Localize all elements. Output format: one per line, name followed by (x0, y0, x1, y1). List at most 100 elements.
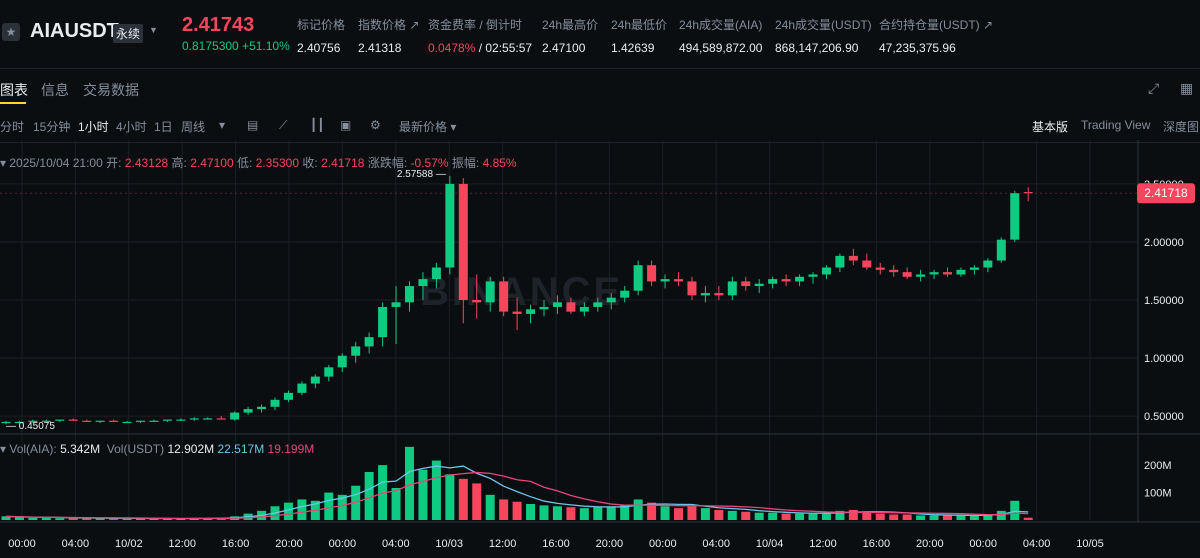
time-axis-tick: 16:00 (542, 538, 570, 550)
volume-bar (943, 515, 952, 520)
time-axis-tick: 04:00 (1023, 538, 1051, 550)
candle-body (189, 418, 199, 420)
ohlc-amplitude: 4.85% (482, 156, 517, 170)
candle-body (257, 406, 267, 410)
grid-layout-icon[interactable]: ▦ (1180, 80, 1194, 96)
candle-body (136, 420, 145, 422)
volume-bar (109, 518, 119, 520)
interval-1h[interactable]: 1小时 (78, 120, 109, 134)
price-change: 0.8175300 +51.10% (182, 39, 290, 53)
time-axis-tick: 12:00 (489, 538, 517, 550)
candle-body (82, 420, 92, 422)
candle-body (983, 260, 993, 268)
vol-ma1-value: 22.517M (217, 442, 265, 456)
candle-body (203, 418, 213, 420)
candle-body (216, 418, 226, 420)
candle-body (700, 293, 710, 296)
volume-bar (647, 502, 657, 520)
volume-bar (902, 514, 912, 520)
volume-bar (552, 506, 562, 520)
ohlc-change: -0.57% (410, 156, 449, 170)
stat-index-price[interactable]: 指数价格 ↗ 2.41318 (358, 18, 420, 55)
ohlc-open: 2.43128 (124, 156, 169, 170)
candle-body (956, 269, 966, 275)
chevron-down-icon[interactable]: ▾ (0, 156, 10, 170)
candle-body (929, 272, 939, 275)
candle-body (458, 183, 468, 300)
favorite-star-icon[interactable]: ★ (2, 23, 20, 41)
time-axis-tick: 20:00 (916, 538, 944, 550)
candle-body (781, 279, 791, 282)
template-icon[interactable]: ▣ (340, 118, 352, 132)
volume-legend: ▾ Vol(AIA): 5.342M Vol(USDT) 12.902M 22.… (0, 442, 315, 456)
volume-bar (633, 499, 643, 520)
volume-bar (82, 518, 92, 520)
candle-body (647, 265, 657, 282)
interval-15m[interactable]: 15分钟 (33, 120, 71, 134)
stat-open-interest[interactable]: 合约持仓量(USDT) ↗ 47,235,375.96 (879, 18, 994, 55)
volume-bar (956, 515, 966, 520)
candle-body (889, 269, 899, 273)
time-axis-tick: 04:00 (382, 538, 410, 550)
candle-body (620, 290, 630, 298)
interval-week[interactable]: 周线 (181, 120, 206, 134)
candle-body (176, 419, 186, 421)
interval-4h[interactable]: 4小时 (116, 120, 147, 134)
volume-bar (620, 505, 630, 520)
candle-body (310, 376, 320, 384)
volume-bar (95, 518, 105, 520)
candle-body (539, 306, 549, 310)
tab-info[interactable]: 信息 (41, 82, 69, 98)
candle-body (122, 421, 132, 424)
chevron-down-icon[interactable]: ▾ (0, 442, 10, 456)
gear-icon[interactable]: ⚙ (370, 118, 381, 132)
view-tradingview[interactable]: Trading View (1081, 118, 1151, 132)
time-axis-tick: 20:00 (596, 538, 624, 550)
candle-body (337, 355, 347, 368)
candle-body (902, 272, 912, 277)
symbol-name[interactable]: AIAUSDT (30, 20, 119, 42)
time-axis-tick: 04:00 (702, 538, 730, 550)
price-axis-tick: 1.00000 (1144, 353, 1184, 365)
price-chart[interactable]: BINANCE2.500002.000001.500001.000000.500… (0, 140, 1200, 558)
candle-body (996, 239, 1006, 261)
volume-bar (660, 506, 670, 520)
candle-body (795, 276, 805, 282)
candle-body (727, 281, 737, 296)
expand-icon[interactable]: ⤢ (1148, 80, 1160, 96)
interval-1d[interactable]: 1日 (154, 120, 173, 134)
view-depth[interactable]: 深度图 (1163, 120, 1200, 134)
volume-bar (606, 506, 616, 520)
candle-body (68, 419, 78, 421)
candle-style-icon[interactable]: ┃┃ (310, 118, 325, 132)
vol-aia-value: 5.342M (60, 442, 101, 456)
stat-24h-volume-usdt: 24h成交量(USDT) 868,147,206.90 (775, 18, 872, 55)
current-price-tag (1137, 183, 1195, 204)
price-axis-tick: 2.00000 (1144, 237, 1184, 249)
candle-body (741, 281, 751, 287)
volume-bar (41, 517, 51, 520)
candle-body (552, 302, 562, 307)
chevron-down-icon[interactable]: ▼ (149, 25, 158, 35)
tab-chart[interactable]: 图表 (0, 82, 28, 98)
interval-time[interactable]: 分时 (0, 120, 25, 134)
candle-body (1010, 193, 1020, 240)
candle-body (55, 419, 65, 421)
volume-bar (996, 510, 1006, 520)
current-price-label: 2.41718 (1144, 186, 1188, 200)
volume-bar (418, 469, 428, 520)
calendar-icon[interactable]: ▤ (247, 118, 259, 132)
time-axis-tick: 00:00 (969, 538, 997, 550)
volume-bar (485, 494, 495, 520)
candle-body (14, 421, 24, 424)
volume-bar (1, 516, 11, 520)
min-price-label: — 0.45075 (6, 421, 55, 432)
indicator-icon[interactable]: ⟋ (279, 118, 288, 132)
price-type-select[interactable]: 最新价格 ▾ (399, 120, 457, 134)
candle-body (674, 279, 683, 282)
volume-bar (687, 506, 697, 520)
chevron-down-icon[interactable]: ▾ (219, 118, 226, 132)
view-basic[interactable]: 基本版 (1032, 120, 1069, 134)
tab-trading-data[interactable]: 交易数据 (83, 82, 139, 98)
volume-ma-slow-line (5, 471, 1029, 520)
